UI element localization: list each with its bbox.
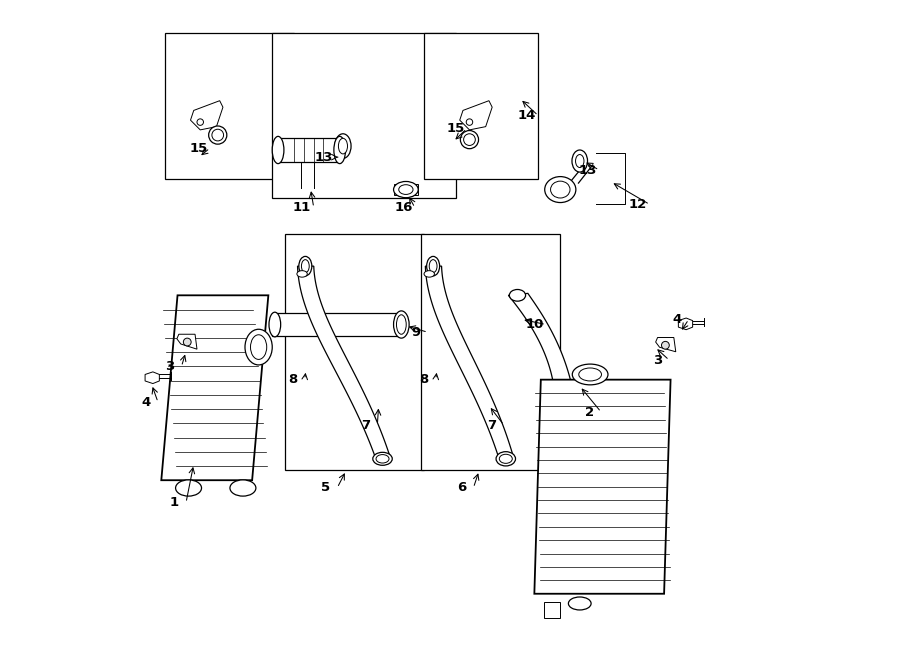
Ellipse shape	[373, 452, 392, 465]
Ellipse shape	[302, 260, 310, 273]
Text: 14: 14	[518, 109, 536, 122]
Text: 16: 16	[394, 201, 412, 214]
Ellipse shape	[464, 134, 475, 146]
Text: 4: 4	[142, 396, 151, 409]
Bar	[278, 138, 339, 162]
Bar	[544, 602, 561, 618]
Polygon shape	[145, 372, 159, 383]
Polygon shape	[177, 334, 197, 349]
Ellipse shape	[429, 260, 437, 273]
Text: 2: 2	[585, 406, 594, 418]
Polygon shape	[161, 295, 268, 480]
Bar	[284, 234, 424, 471]
Polygon shape	[535, 379, 670, 594]
Text: 10: 10	[526, 318, 544, 331]
Ellipse shape	[230, 480, 256, 496]
Ellipse shape	[209, 126, 227, 144]
Ellipse shape	[184, 338, 191, 346]
Text: 12: 12	[629, 198, 647, 211]
Bar	[272, 32, 456, 198]
Ellipse shape	[176, 480, 202, 496]
Text: 1: 1	[170, 496, 179, 510]
Ellipse shape	[572, 150, 588, 172]
Ellipse shape	[496, 451, 516, 466]
Text: 9: 9	[411, 326, 421, 339]
Polygon shape	[508, 293, 572, 386]
Polygon shape	[656, 338, 676, 352]
Ellipse shape	[397, 315, 406, 334]
Ellipse shape	[427, 256, 439, 276]
Text: 7: 7	[488, 418, 497, 432]
Ellipse shape	[245, 329, 272, 365]
Polygon shape	[191, 101, 223, 130]
Text: 15: 15	[446, 122, 464, 135]
Bar	[421, 234, 561, 471]
Ellipse shape	[544, 177, 576, 203]
Ellipse shape	[662, 342, 670, 349]
Text: 13: 13	[579, 164, 597, 177]
Ellipse shape	[250, 335, 266, 359]
Ellipse shape	[569, 597, 591, 610]
Ellipse shape	[509, 289, 526, 301]
Text: 11: 11	[293, 201, 311, 214]
Text: 13: 13	[314, 151, 333, 164]
Polygon shape	[679, 318, 693, 330]
Ellipse shape	[500, 454, 512, 463]
Ellipse shape	[579, 368, 601, 381]
Text: 8: 8	[288, 373, 298, 386]
Ellipse shape	[393, 311, 410, 338]
Polygon shape	[426, 266, 514, 457]
Ellipse shape	[269, 312, 281, 337]
Text: 7: 7	[361, 418, 370, 432]
Polygon shape	[460, 101, 492, 130]
Text: 6: 6	[457, 481, 466, 495]
Bar	[424, 32, 537, 179]
Ellipse shape	[551, 181, 570, 198]
Ellipse shape	[376, 455, 389, 463]
Polygon shape	[298, 266, 391, 457]
Ellipse shape	[197, 119, 203, 125]
Ellipse shape	[399, 185, 413, 195]
Ellipse shape	[272, 136, 284, 164]
Ellipse shape	[575, 154, 584, 167]
Ellipse shape	[466, 119, 472, 125]
Ellipse shape	[212, 129, 223, 141]
Text: 4: 4	[672, 313, 681, 326]
Ellipse shape	[334, 136, 346, 164]
Ellipse shape	[572, 364, 608, 385]
Text: 3: 3	[165, 360, 175, 373]
Text: 15: 15	[189, 142, 207, 154]
Text: 3: 3	[653, 354, 662, 367]
Ellipse shape	[461, 130, 479, 149]
Ellipse shape	[299, 256, 311, 276]
Ellipse shape	[424, 271, 435, 277]
Bar	[165, 32, 294, 179]
Bar	[272, 313, 398, 336]
Ellipse shape	[338, 138, 347, 154]
Text: 5: 5	[321, 481, 330, 495]
Ellipse shape	[297, 271, 307, 277]
Text: 8: 8	[419, 373, 428, 386]
Ellipse shape	[393, 181, 419, 198]
Ellipse shape	[335, 134, 351, 158]
Bar	[393, 185, 419, 195]
